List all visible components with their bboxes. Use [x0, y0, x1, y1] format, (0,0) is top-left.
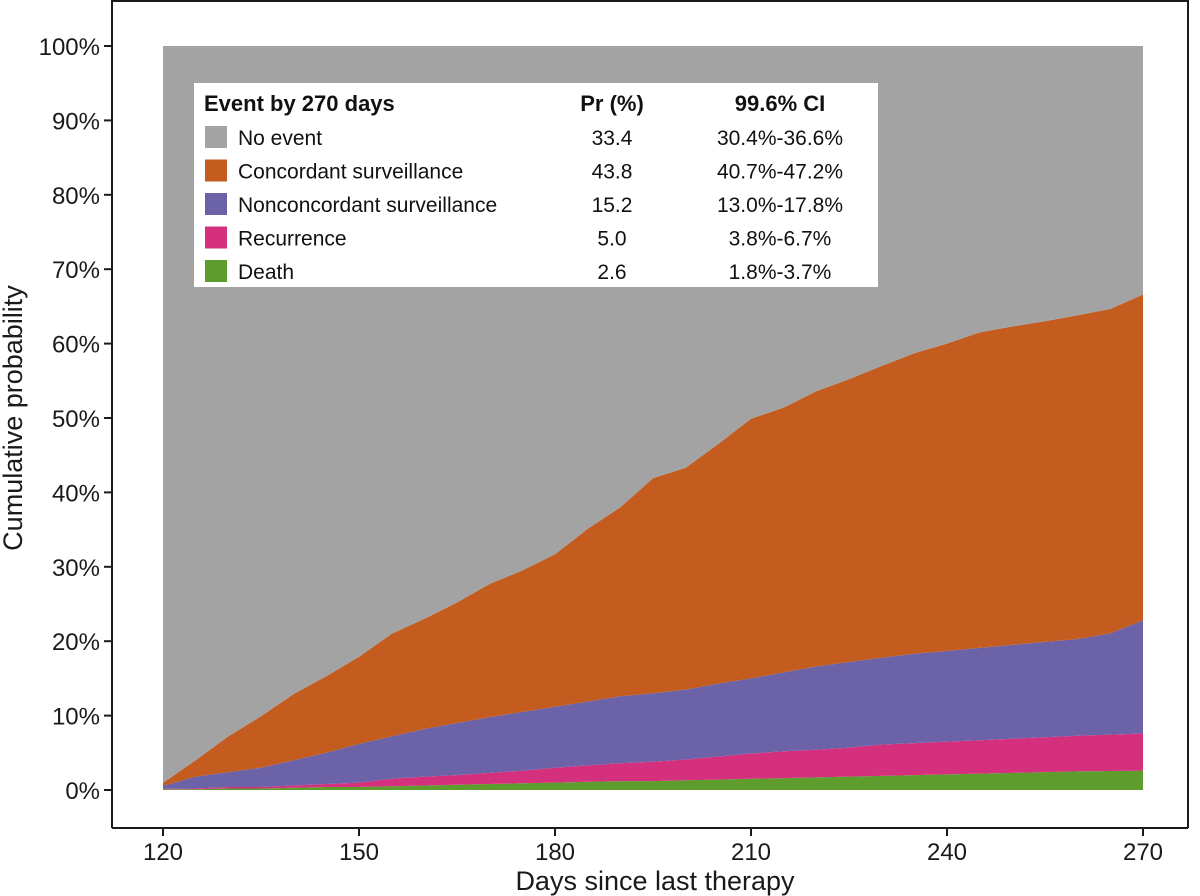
legend-ci-nonconcordant-surveillance: 13.0%-17.8%	[717, 194, 843, 217]
legend-swatch-recurrence	[205, 226, 227, 249]
legend-pr-no-event: 33.4	[592, 127, 633, 150]
legend: Event by 270 days Pr (%) 99.6% CI No eve…	[194, 83, 878, 287]
legend-label-no-event: No event	[238, 127, 322, 150]
y-tick-label: 10%	[52, 704, 100, 731]
y-tick-label: 30%	[52, 555, 100, 582]
x-tick-label: 120	[143, 839, 183, 866]
y-tick-label: 70%	[52, 257, 100, 284]
legend-pr-recurrence: 5.0	[597, 228, 626, 251]
x-tick-label: 180	[535, 839, 575, 866]
x-tick-label: 210	[731, 839, 771, 866]
y-axis-title: Cumulative probability	[0, 285, 28, 551]
legend-ci-death: 1.8%-3.7%	[729, 261, 832, 284]
y-tick-label: 80%	[52, 183, 100, 210]
x-tick-label: 240	[927, 839, 967, 866]
x-axis-title: Days since last therapy	[515, 866, 795, 896]
y-tick-label: 90%	[52, 108, 100, 135]
legend-header-pr: Pr (%)	[580, 91, 644, 116]
area-nonconcordant-surveillance	[163, 620, 1143, 789]
legend-swatch-nonconcordant-surveillance	[205, 193, 227, 215]
legend-swatch-concordant-surveillance	[205, 159, 227, 182]
legend-swatch-no-event	[205, 126, 227, 148]
x-tick-label: 270	[1123, 839, 1163, 866]
y-axis-ticks: 0% 10% 20% 30% 40% 50% 60% 70% 80% 90% 100%	[39, 34, 112, 805]
legend-label-nonconcordant-surveillance: Nonconcordant surveillance	[238, 194, 497, 217]
y-tick-label: 0%	[65, 778, 100, 805]
legend-swatch-death	[205, 260, 227, 282]
legend-label-death: Death	[238, 261, 294, 284]
x-axis-ticks: 120 150 180 210 240 270	[143, 828, 1163, 866]
legend-ci-recurrence: 3.8%-6.7%	[729, 228, 832, 251]
y-tick-label: 20%	[52, 629, 100, 656]
y-tick-label: 100%	[39, 34, 100, 61]
y-tick-label: 50%	[52, 406, 100, 433]
legend-label-recurrence: Recurrence	[238, 228, 347, 251]
legend-header-event: Event by 270 days	[204, 91, 395, 116]
legend-background	[194, 83, 878, 287]
legend-pr-nonconcordant-surveillance: 15.2	[592, 194, 633, 217]
y-tick-label: 60%	[52, 332, 100, 359]
area-death	[163, 770, 1143, 790]
area-recurrence	[163, 733, 1143, 790]
x-tick-label: 150	[339, 839, 379, 866]
legend-header-ci: 99.6% CI	[735, 91, 826, 116]
legend-ci-no-event: 30.4%-36.6%	[717, 127, 843, 150]
legend-pr-death: 2.6	[597, 261, 626, 284]
area-concordant-surveillance	[163, 294, 1143, 786]
legend-pr-concordant-surveillance: 43.8	[592, 161, 633, 184]
legend-label-concordant-surveillance: Concordant surveillance	[238, 161, 463, 184]
legend-ci-concordant-surveillance: 40.7%-47.2%	[717, 161, 843, 184]
y-tick-label: 40%	[52, 480, 100, 507]
